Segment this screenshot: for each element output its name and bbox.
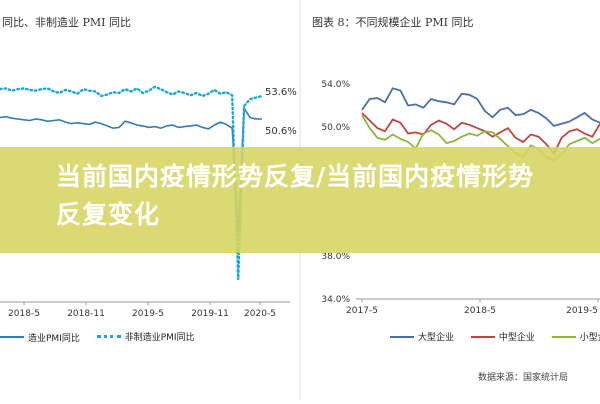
legend-swatch-medium (470, 335, 495, 338)
right-series-line-medium (361, 112, 600, 156)
legend-label-medium: 中型企业 (498, 333, 535, 343)
legend-label-large: 大型企业 (418, 333, 455, 343)
legend-swatch-non-manufacturing (96, 335, 121, 338)
left-value-annotation: 50.6% (265, 126, 297, 137)
legend-swatch-large (390, 335, 414, 338)
left-x-tick-label: 2018-5 (8, 309, 40, 319)
headline-banner (0, 147, 600, 253)
left-x-tick-label: 2020-5 (244, 309, 276, 319)
headline-banner-text: 当前国内疫情形势反复/当前国内疫情形势反复变化 (56, 162, 535, 229)
right-x-tick-label: 2018-5 (464, 306, 496, 316)
left-x-tick-label: 2018-11 (67, 309, 105, 319)
left-chart-title: 同比、非制造业 PMI 同比 (2, 16, 132, 29)
legend-item-manufacturing: 造业PMI同比 (0, 331, 80, 344)
left-chart-svg: 2018-5 2018-11 2019-5 2019-11 2020-5 53.6% 50.… (0, 85, 297, 319)
legend-swatch-manufacturing (0, 336, 24, 338)
right-chart-title: 图表 8：不同规模企业 PMI 同比 (312, 16, 474, 29)
left-value-annotation: 53.6% (265, 87, 297, 98)
legend-item-medium: 中型企业 (470, 330, 535, 343)
legend-label-small: 小型企业 (579, 333, 600, 343)
right-series-line-large (361, 87, 600, 127)
legend-item-small: 小型企业 (551, 330, 600, 343)
right-x-tick-label: 2019-5 (566, 306, 598, 316)
right-y-tick-label: 50.0% (321, 123, 350, 133)
right-x-tick-label: 2017-5 (346, 306, 378, 316)
left-x-tick-label: 2019-5 (132, 309, 164, 319)
right-chart-svg: 54.0% 50.0% 38.0% 34.0%2017-5 2018-5 2019-5 (321, 80, 600, 316)
right-y-tick-label: 54.0% (321, 80, 350, 90)
legend-label-manufacturing: 造业PMI同比 (28, 333, 80, 344)
legend-label-non-manufacturing: 非制造业PMI同比 (124, 333, 195, 343)
legend-item-non-manufacturing: 非制造业PMI同比 (96, 330, 195, 343)
legend-item-large: 大型企业 (390, 330, 454, 343)
right-y-tick-label: 34.0% (321, 295, 350, 305)
left-series-line-manufacturing (0, 105, 262, 234)
data-source-label: 数据来源：国家统计局 (478, 373, 569, 383)
right-y-tick-label: 38.0% (321, 252, 350, 262)
legend-swatch-small (551, 335, 576, 338)
left-x-tick-label: 2019-11 (191, 309, 229, 319)
left-chart-legend: 造业PMI同比 非制造业PMI同比 (0, 330, 209, 344)
right-chart-legend: 大型企业 中型企业 小型企业 (390, 330, 600, 343)
left-series-line-non-manufacturing (0, 85, 264, 280)
